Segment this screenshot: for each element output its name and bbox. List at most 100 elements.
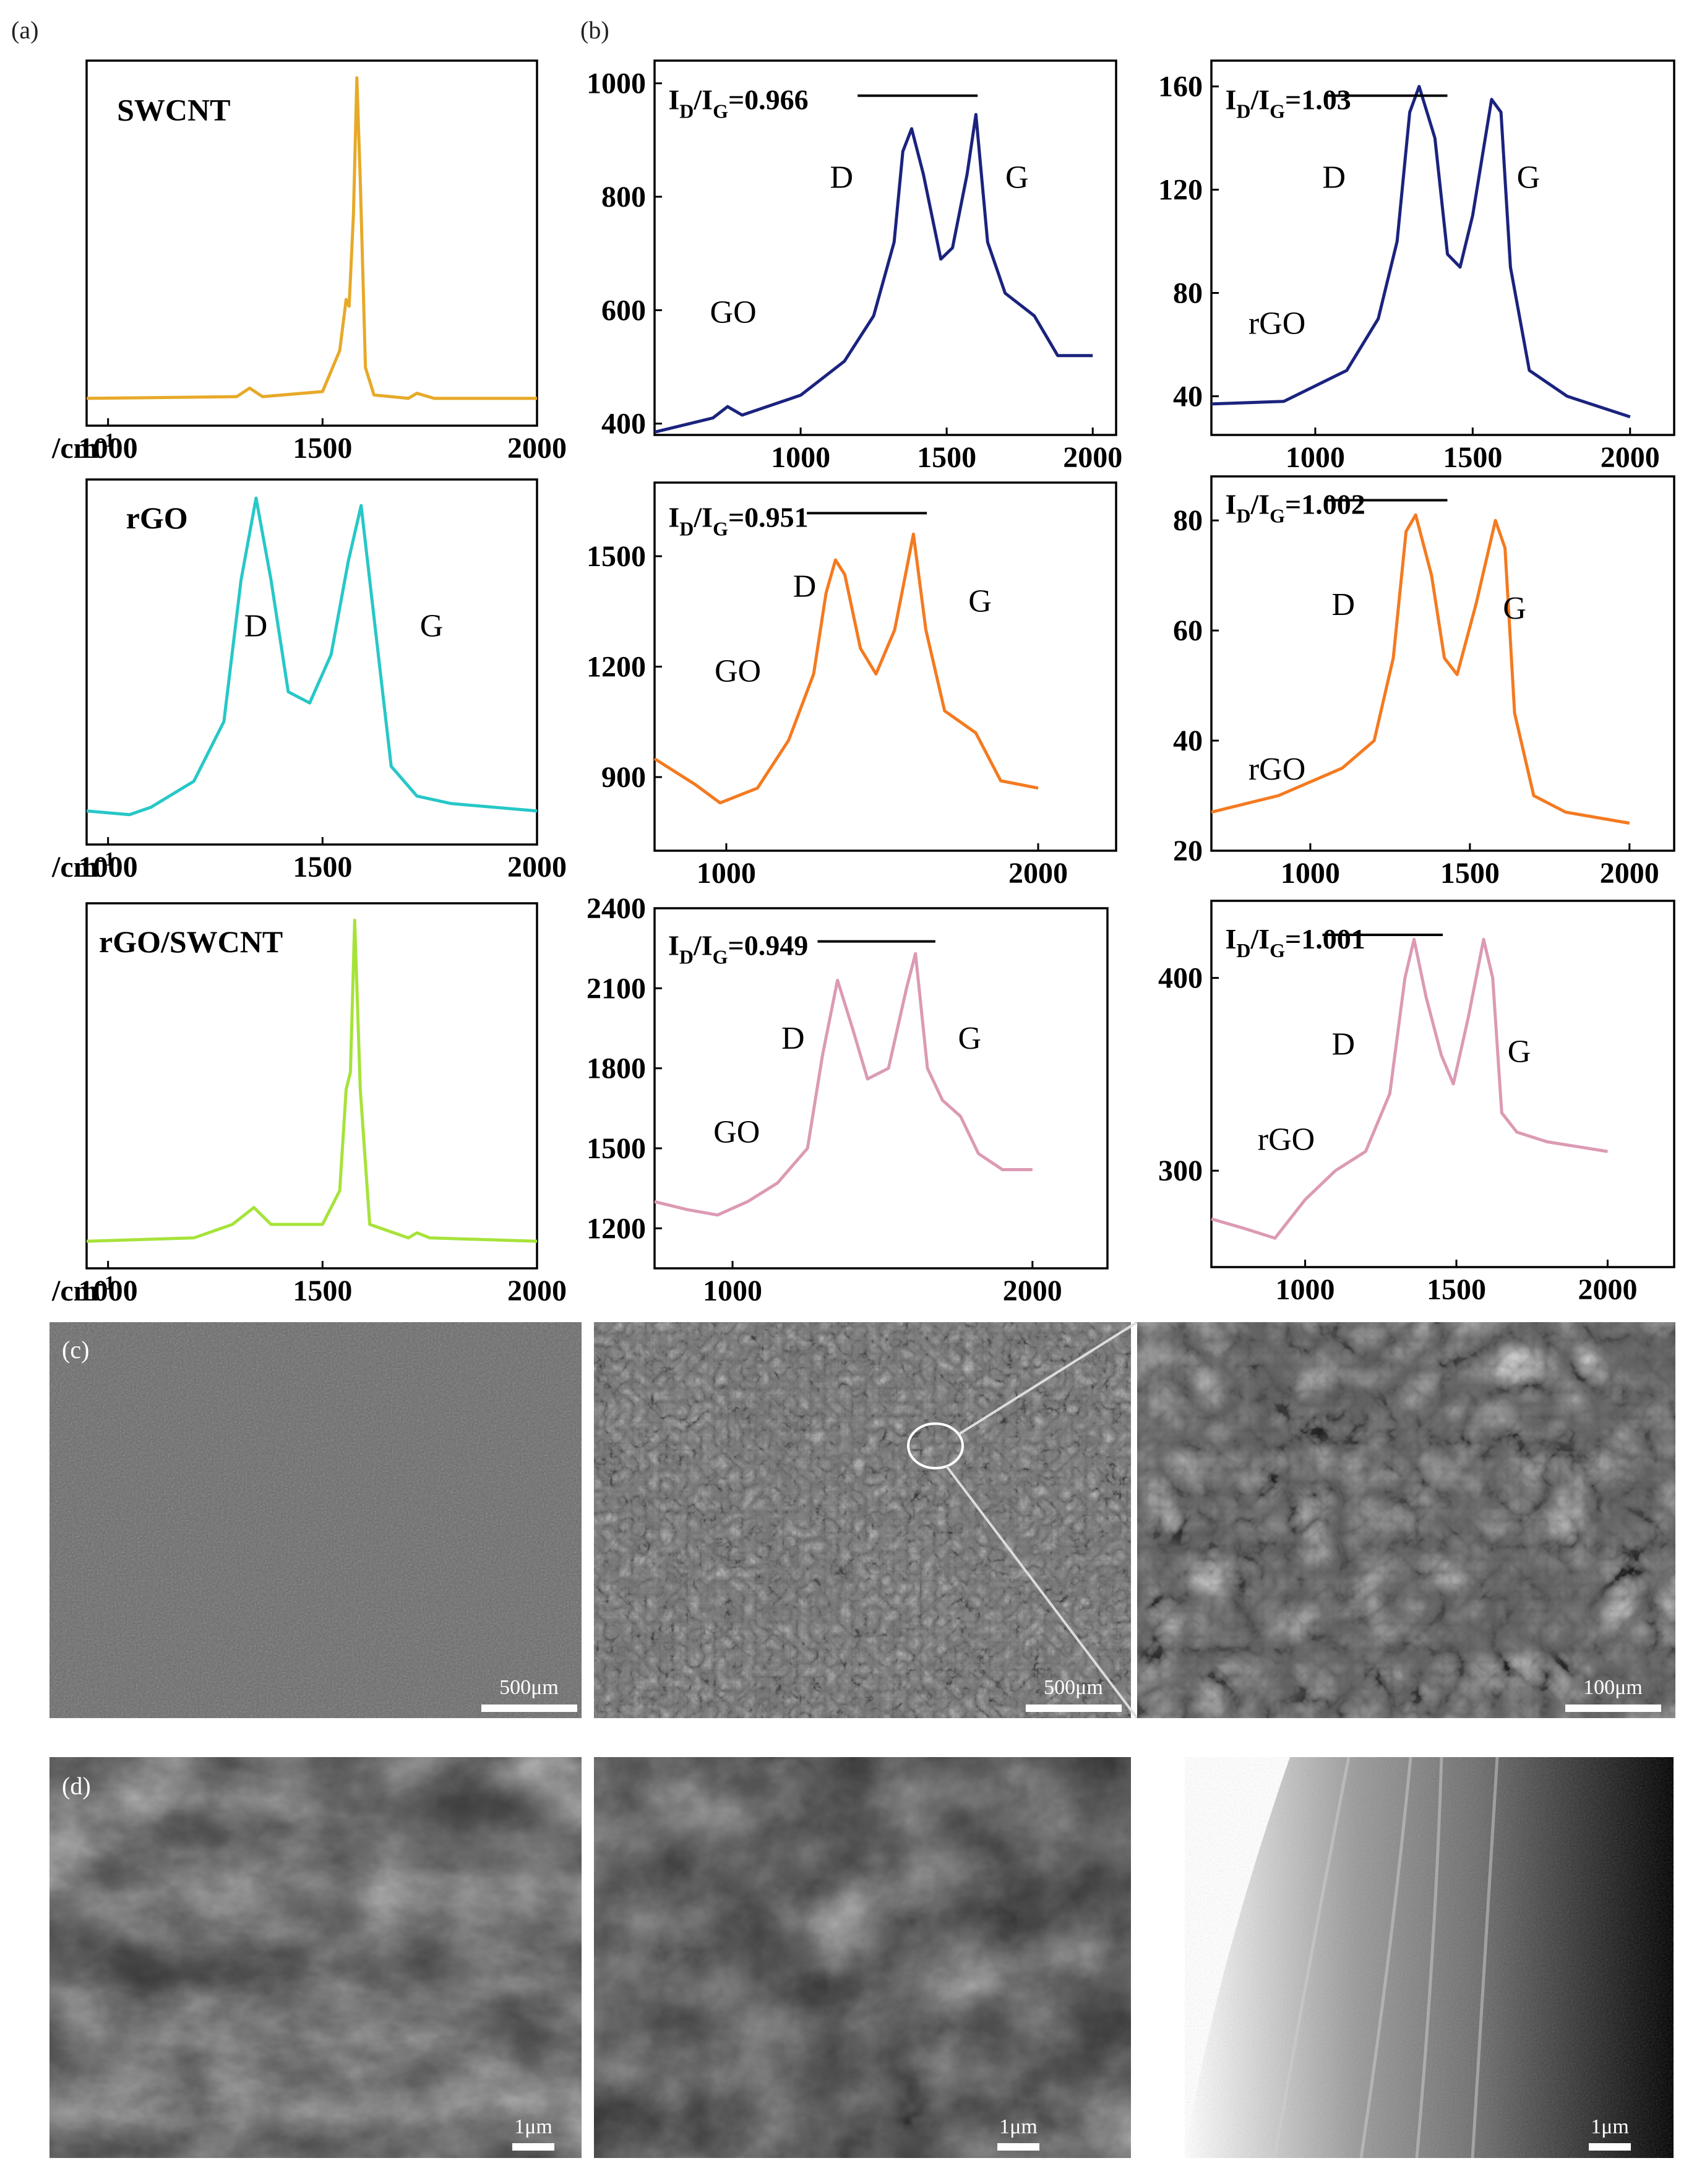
y-tick-label: 900 — [601, 761, 646, 794]
peak-label-g: G — [1503, 591, 1526, 626]
sample-label: rGO — [1249, 752, 1305, 787]
x-tick-label: 1500 — [1443, 441, 1502, 474]
y-tick-label: 600 — [601, 294, 646, 327]
peak-label-d: D — [793, 569, 817, 604]
sem-image-c1: (c) 500μm — [49, 1322, 582, 1718]
peak-label-g: G — [1005, 160, 1029, 196]
scale-bar — [512, 2143, 554, 2151]
zoom-circle — [907, 1422, 964, 1469]
spectrum-line — [653, 532, 1039, 805]
x-unit-label: /cm-1 — [51, 848, 114, 883]
peak-label-d: D — [244, 609, 268, 644]
x-tick-label: 1500 — [1440, 857, 1500, 890]
y-tick-label: 160 — [1158, 71, 1203, 103]
ratio-label: ID/IG=0.951 — [668, 501, 808, 540]
peak-label-g: G — [1517, 160, 1541, 196]
y-tick-label: 400 — [601, 408, 646, 441]
chart-title: SWCNT — [117, 93, 230, 127]
y-tick-label: 2400 — [587, 892, 646, 925]
spectrum-line — [86, 496, 538, 817]
y-tick-label: 300 — [1158, 1154, 1203, 1187]
y-tick-label: 20 — [1173, 835, 1203, 867]
y-tick-label: 1200 — [587, 651, 646, 684]
sem-image-d2: 1μm — [594, 1757, 1131, 2158]
x-tick-label: 1000 — [1281, 857, 1340, 890]
x-tick-label: 1500 — [917, 441, 976, 474]
spectrum-line — [86, 918, 538, 1243]
chart-b3-go-orange: 1000 2000 900 1200 1500 ID/IG=0.951 D G GO — [587, 481, 1117, 890]
x-tick-label: 2000 — [1003, 1275, 1062, 1307]
spectrum-line — [1211, 513, 1630, 825]
ratio-label: ID/IG=1.001 — [1225, 923, 1365, 961]
scale-bar-label: 100μm — [1583, 1676, 1643, 1699]
chart-title: rGO/SWCNT — [99, 924, 283, 959]
zoom-line-top — [958, 1321, 1138, 1435]
plot-frame — [1210, 900, 1675, 1268]
scale-bar-label: 500μm — [1044, 1676, 1103, 1699]
x-tick-label: 2000 — [1600, 857, 1659, 890]
y-tick-label: 800 — [601, 181, 646, 213]
x-tick-label: 1000 — [697, 857, 756, 890]
y-tick-label: 1500 — [587, 1132, 646, 1165]
scale-bar — [1589, 2143, 1631, 2151]
plot-frame — [1210, 475, 1675, 852]
peak-label-g: G — [420, 609, 444, 644]
panel-label-a: (a) — [11, 16, 38, 44]
x-tick-label: 1000 — [771, 441, 830, 474]
sample-label: GO — [713, 1114, 760, 1150]
plot-frame — [1210, 59, 1675, 436]
x-tick-label: 2000 — [1578, 1273, 1637, 1306]
ratio-label: ID/IG=0.966 — [668, 84, 808, 123]
x-tick-label: 2000 — [507, 1275, 567, 1307]
x-tick-label: 1000 — [79, 432, 138, 465]
x-tick-label: 2000 — [1601, 441, 1660, 474]
ratio-label: ID/IG=0.949 — [668, 930, 808, 968]
chart-b5-go-pink: 1000 2000 1200 1500 1800 2100 2400 ID/IG=0.949 D… — [587, 892, 1109, 1307]
x-tick-label: 1000 — [79, 1275, 138, 1307]
scale-bar-label: 1μm — [514, 2115, 552, 2138]
spectrum-line — [654, 113, 1093, 434]
peak-label-g: G — [1508, 1034, 1531, 1069]
chart-a2-rgo: 1000 1500 2000/cm-1 rGO D G — [51, 478, 567, 883]
x-unit-sup: -1 — [98, 848, 115, 870]
y-tick-label: 1800 — [587, 1052, 646, 1085]
plot-frame — [85, 478, 538, 846]
x-unit-sup: -1 — [98, 429, 115, 451]
sem-image-c3: 100μm — [1137, 1322, 1675, 1718]
sample-label: GO — [715, 653, 761, 689]
spectrum-line — [654, 952, 1033, 1217]
plot-frame — [653, 907, 1109, 1270]
ratio-label: ID/IG=1.002 — [1225, 489, 1365, 527]
sem-image-c2: 500μm — [594, 1321, 1138, 1719]
panel-label-d: (d) — [62, 1772, 91, 1800]
peak-label-d: D — [1323, 160, 1346, 196]
y-tick-label: 1000 — [587, 67, 646, 100]
scale-bar — [481, 1705, 577, 1712]
y-tick-label: 80 — [1173, 277, 1203, 310]
x-tick-label: 1000 — [1276, 1273, 1335, 1306]
x-tick-label: 1500 — [293, 1275, 352, 1307]
y-tick-label: 120 — [1158, 174, 1203, 207]
y-tick-label: 40 — [1173, 724, 1203, 757]
plot-frame — [85, 902, 538, 1270]
peak-label-g: G — [968, 583, 992, 619]
scale-bar — [1026, 1705, 1122, 1712]
spectrum-line — [86, 76, 537, 400]
peak-label-d: D — [781, 1021, 805, 1056]
x-tick-label: 1000 — [703, 1275, 762, 1307]
sample-label: rGO — [1258, 1122, 1315, 1158]
scale-bar-label: 1μm — [999, 2115, 1038, 2138]
scale-bar — [1565, 1705, 1661, 1712]
x-tick-label: 1500 — [1427, 1273, 1486, 1306]
x-unit-sup: -1 — [98, 1271, 115, 1294]
x-tick-label: 2000 — [507, 851, 567, 883]
y-tick-label: 80 — [1173, 504, 1203, 537]
spectrum-line — [1211, 85, 1631, 419]
x-tick-label: 1500 — [293, 851, 352, 883]
y-tick-label: 40 — [1173, 380, 1203, 413]
y-tick-label: 1500 — [587, 540, 646, 573]
